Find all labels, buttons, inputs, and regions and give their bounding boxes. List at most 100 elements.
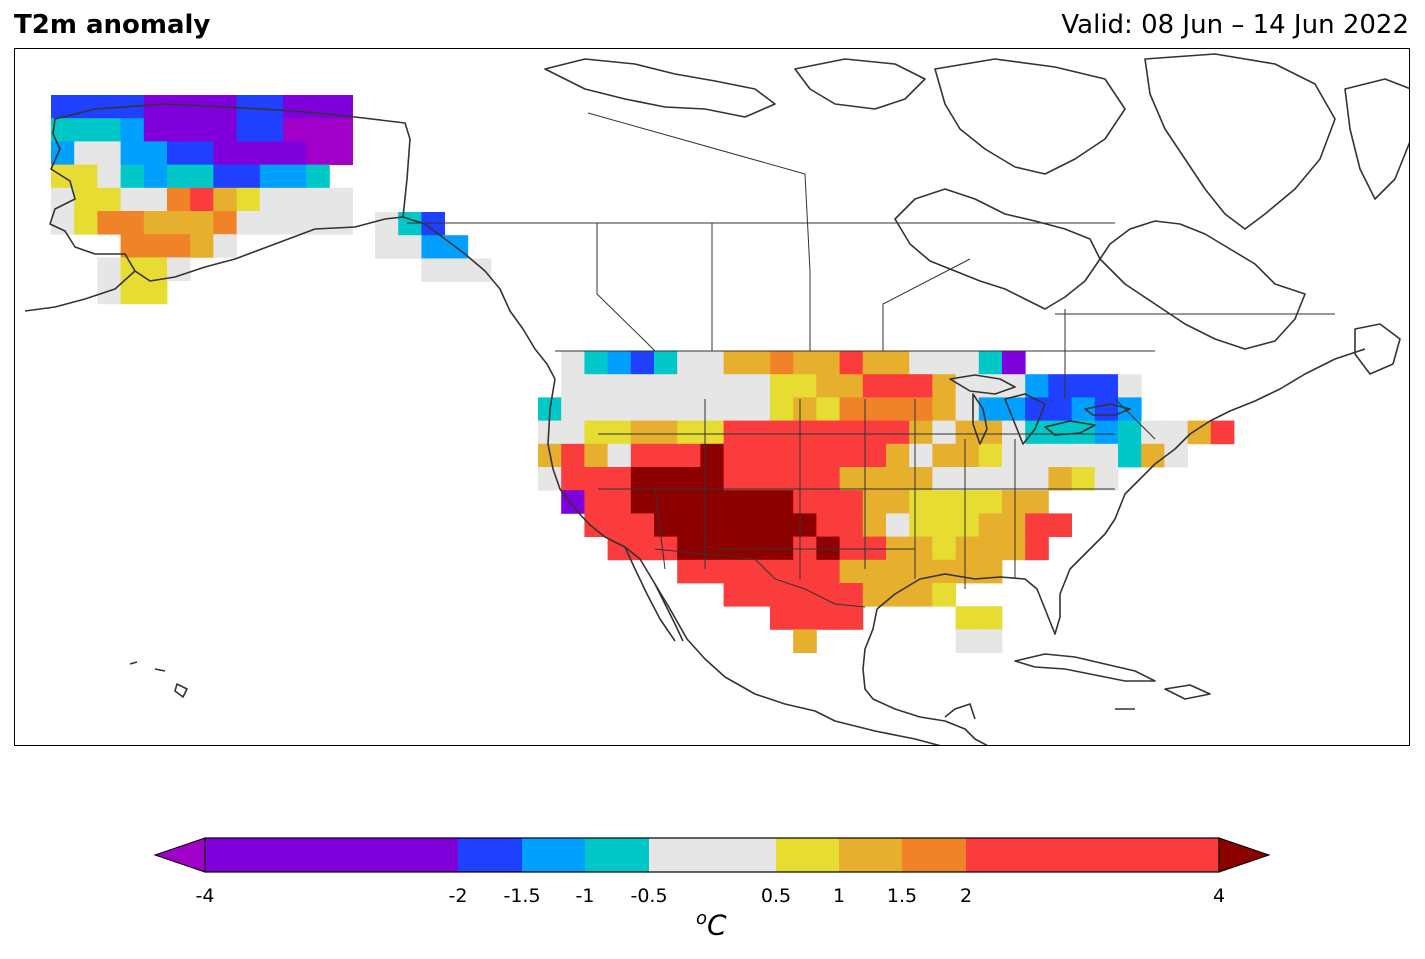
anomaly-cell — [630, 513, 655, 537]
anomaly-cell — [677, 397, 701, 421]
anomaly-cell — [723, 420, 748, 445]
colorbar-under-arrow — [153, 837, 206, 873]
anomaly-cell — [816, 467, 840, 491]
anomaly-cell — [375, 212, 399, 236]
anomaly-cell — [978, 606, 1003, 630]
anomaly-cell — [584, 397, 608, 421]
anomaly-cell — [630, 374, 655, 398]
anomaly-cell — [723, 583, 748, 607]
anomaly-cell — [213, 164, 237, 189]
anomaly-cell — [793, 629, 817, 653]
anomaly-cell — [74, 95, 98, 119]
anomaly-cell — [630, 351, 655, 375]
anomaly-cell — [120, 234, 145, 258]
anomaly-cell — [746, 490, 771, 514]
anomaly-cell — [51, 118, 75, 142]
anomaly-cell — [190, 234, 214, 258]
anomaly-cell — [955, 351, 980, 375]
anomaly-cell — [561, 351, 585, 375]
anomaly-cell — [654, 536, 678, 561]
anomaly-cell — [584, 351, 608, 375]
anomaly-cell — [143, 141, 168, 165]
anomaly-cell — [723, 443, 748, 468]
anomaly-cell — [213, 234, 237, 258]
colorbar-unit: oC — [696, 908, 727, 941]
anomaly-cell — [955, 490, 980, 514]
anomaly-cell — [1071, 374, 1096, 398]
anomaly-cell — [654, 420, 678, 445]
anomaly-cell — [283, 118, 307, 142]
anomaly-cell — [561, 374, 585, 398]
anomaly-cell — [770, 606, 794, 630]
coastlines — [24, 53, 1409, 745]
anomaly-cell — [746, 443, 771, 468]
anomaly-cell — [1071, 397, 1096, 421]
anomaly-cell — [236, 211, 261, 235]
anomaly-cell — [839, 443, 864, 468]
anomaly-cell — [886, 397, 910, 421]
anomaly-cell — [120, 211, 145, 235]
anomaly-cell — [143, 211, 168, 235]
colorbar-segment — [458, 838, 523, 872]
anomaly-cell — [677, 559, 701, 584]
anomaly-cell — [607, 374, 632, 398]
anomaly-cell — [816, 513, 840, 537]
anomaly-cell — [1002, 513, 1026, 537]
anomaly-cell — [700, 397, 724, 421]
anomaly-cell — [584, 490, 608, 514]
anomaly-cell — [1071, 467, 1096, 491]
anomaly-cell — [886, 513, 910, 537]
anomaly-cell — [1002, 420, 1026, 445]
anomaly-cell — [306, 118, 330, 142]
anomaly-cell — [1094, 397, 1119, 421]
anomaly-cell — [51, 95, 75, 119]
anomaly-cell — [793, 606, 817, 630]
anomaly-cell — [259, 141, 284, 165]
anomaly-cell — [538, 467, 562, 491]
anomaly-cell — [97, 118, 121, 142]
anomaly-cell — [120, 280, 145, 305]
colorbar-segment — [522, 838, 586, 872]
anomaly-cell — [654, 443, 678, 468]
anomaly-cell — [978, 443, 1003, 468]
anomaly-cell — [421, 258, 445, 282]
anomaly-cell — [143, 95, 168, 119]
anomaly-cell — [816, 443, 840, 468]
anomaly-cell — [654, 397, 678, 421]
colorbar-segment — [902, 838, 967, 872]
anomaly-cell — [167, 234, 191, 258]
anomaly-cell — [607, 536, 632, 561]
anomaly-cell — [74, 164, 98, 189]
anomaly-cell — [746, 397, 771, 421]
anomaly-cell — [74, 211, 98, 235]
anomaly-cell — [654, 490, 678, 514]
anomaly-cell — [1048, 420, 1072, 445]
anomaly-cell — [259, 164, 284, 189]
anomaly-cell — [839, 513, 864, 537]
anomaly-cell — [700, 443, 724, 468]
anomaly-cell — [143, 187, 168, 212]
anomaly-cell — [932, 467, 956, 491]
anomaly-cell — [862, 351, 887, 375]
anomaly-cell — [236, 164, 261, 189]
colorbar-tick-label: 2 — [959, 885, 973, 907]
anomaly-cell — [816, 397, 840, 421]
anomaly-cell — [1025, 536, 1049, 561]
colorbar-segment — [205, 838, 459, 872]
anomaly-cell — [700, 420, 724, 445]
anomaly-cell — [978, 420, 1003, 445]
anomaly-cell — [1002, 397, 1026, 421]
anomaly-cell — [74, 141, 98, 165]
anomaly-cell — [955, 397, 980, 421]
colorbar-segment — [966, 838, 1220, 872]
anomaly-cell — [1071, 420, 1096, 445]
anomaly-cell — [909, 374, 933, 398]
anomaly-cell — [793, 374, 817, 398]
anomaly-cell — [259, 187, 284, 212]
colorbar-tick-label: -4 — [195, 885, 215, 907]
anomaly-cell — [886, 467, 910, 491]
anomaly-cell — [167, 187, 191, 212]
anomaly-cell — [1025, 443, 1049, 468]
anomaly-cell — [909, 420, 933, 445]
anomaly-cell — [630, 536, 655, 561]
